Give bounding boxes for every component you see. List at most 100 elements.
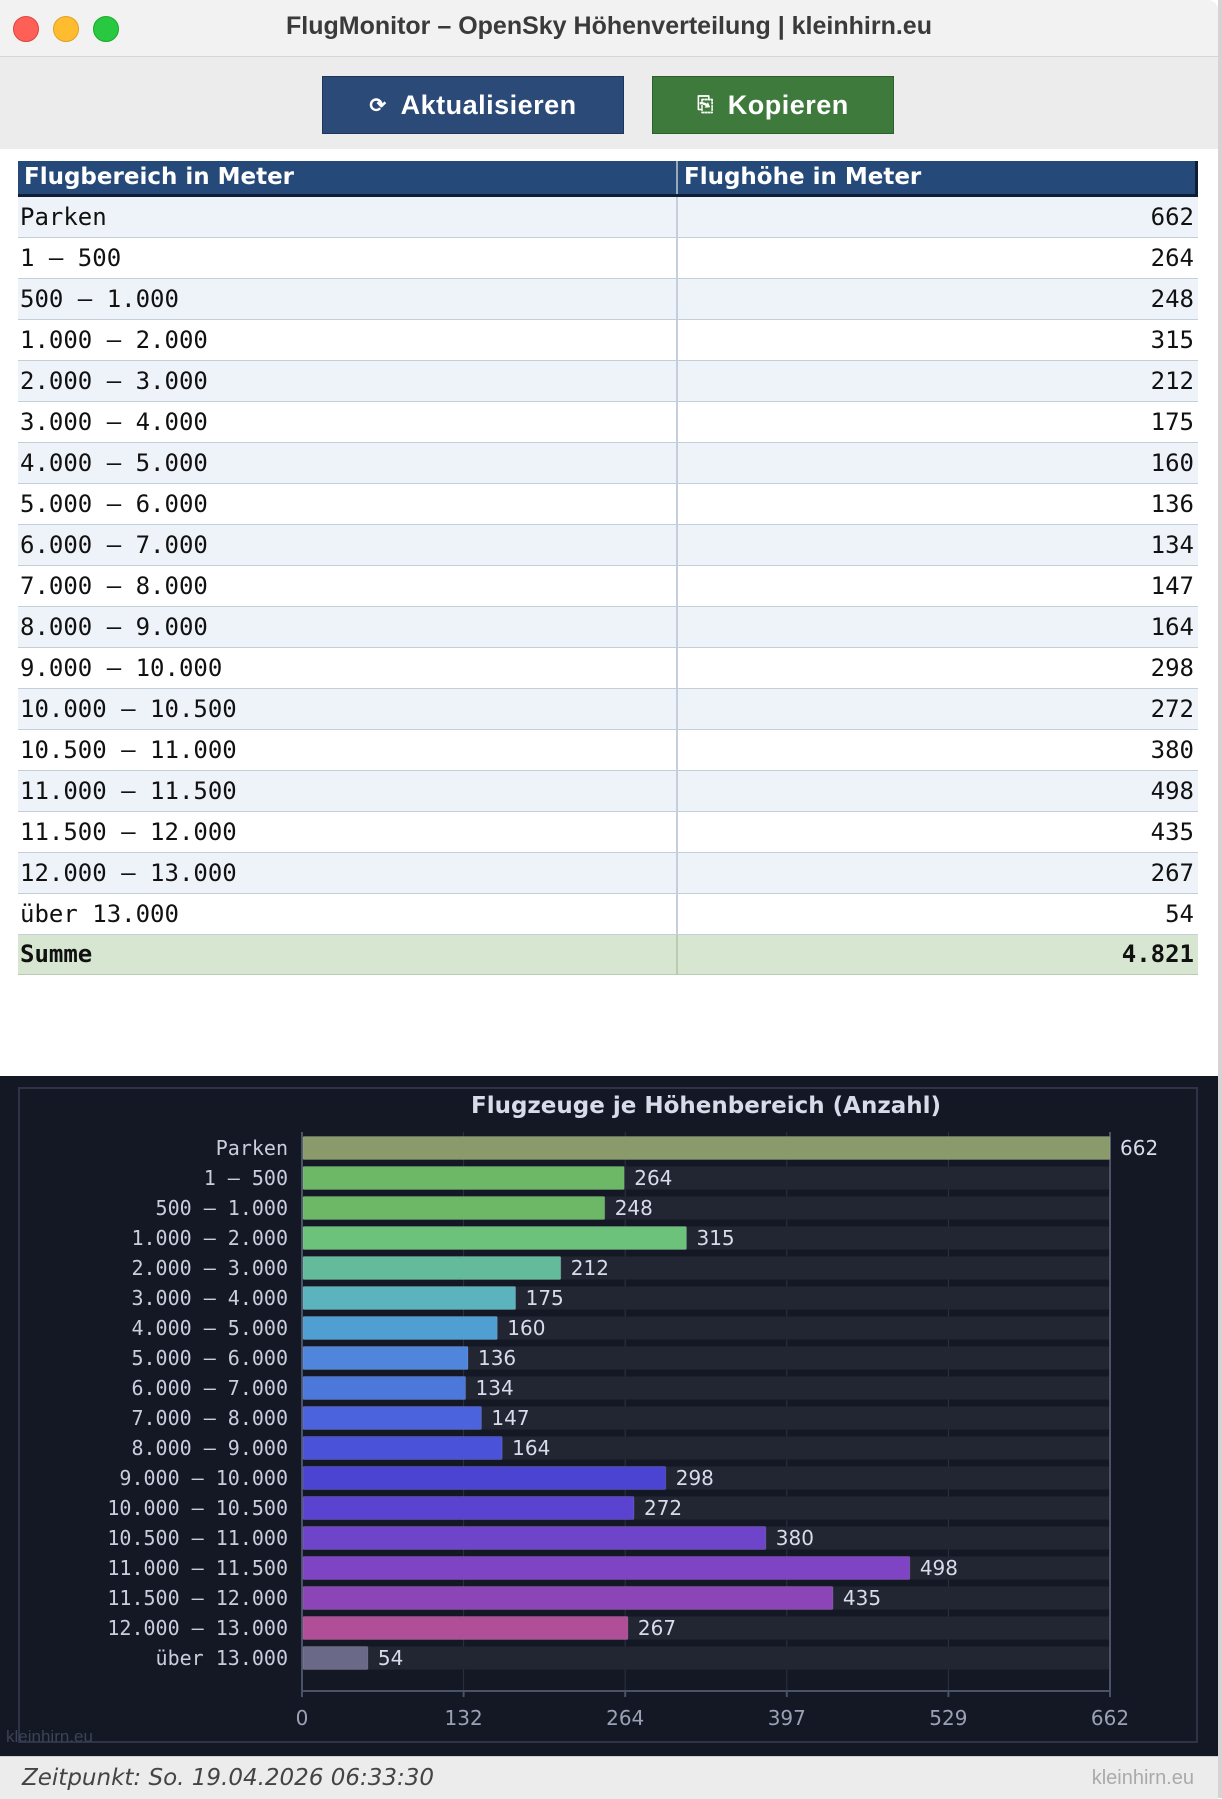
window-title: FlugMonitor – OpenSky Höhenverteilung | …	[286, 12, 932, 40]
bar-track	[303, 1406, 1109, 1430]
value-label: 147	[491, 1406, 529, 1430]
copy-icon: ⎘	[697, 93, 714, 116]
minimize-window-button[interactable]	[53, 16, 79, 42]
table-row[interactable]: 8.000 – 9.000 164	[18, 607, 1198, 648]
range-cell: 1 – 500	[18, 238, 678, 278]
category-label: 5.000 – 6.000	[131, 1346, 288, 1370]
table-row[interactable]: 10.500 – 11.000 380	[18, 730, 1198, 771]
value-label: 54	[378, 1646, 403, 1670]
status-watermark: kleinhirn.eu	[1091, 1767, 1194, 1789]
category-label: 1.000 – 2.000	[131, 1226, 288, 1250]
bar	[302, 1376, 467, 1400]
bar	[302, 1436, 503, 1460]
category-label: 9.000 – 10.000	[119, 1466, 288, 1490]
category-label: 3.000 – 4.000	[131, 1286, 288, 1310]
range-cell: 2.000 – 3.000	[18, 361, 678, 401]
bar	[302, 1406, 482, 1430]
close-window-button[interactable]	[13, 16, 39, 42]
value-cell: 147	[1150, 572, 1194, 600]
table-row[interactable]: 3.000 – 4.000 175	[18, 402, 1198, 443]
refresh-label: Aktualisieren	[400, 89, 577, 120]
value-cell: 160	[1150, 449, 1194, 477]
value-cell: 212	[1150, 367, 1194, 395]
table-row[interactable]: 1.000 – 2.000 315	[18, 320, 1198, 361]
table-row[interactable]: 6.000 – 7.000 134	[18, 525, 1198, 566]
table-row[interactable]: 11.500 – 12.000 435	[18, 812, 1198, 853]
value-label: 212	[571, 1256, 609, 1280]
bar	[302, 1136, 1111, 1160]
range-cell: 1.000 – 2.000	[18, 320, 678, 360]
category-label: 11.000 – 11.500	[107, 1556, 288, 1580]
bar	[302, 1526, 767, 1550]
value-cell: 267	[1150, 859, 1194, 887]
table-header: Flugbereich in Meter Flughöhe in Meter	[18, 161, 1198, 197]
range-cell: 8.000 – 9.000	[18, 607, 678, 647]
table-row[interactable]: über 13.000 54	[18, 894, 1198, 935]
chart-title: Flugzeuge je Höhenbereich (Anzahl)	[471, 1093, 941, 1119]
altitude-table: Flugbereich in Meter Flughöhe in Meter P…	[18, 161, 1198, 975]
range-cell: 12.000 – 13.000	[18, 853, 678, 893]
table-row[interactable]: 11.000 – 11.500 498	[18, 771, 1198, 812]
table-row[interactable]: 5.000 – 6.000 136	[18, 484, 1198, 525]
refresh-icon: ⟳	[369, 94, 387, 117]
sum-value: 4.821	[1121, 940, 1194, 968]
category-label: 12.000 – 13.000	[107, 1616, 288, 1640]
value-cell: 264	[1150, 244, 1194, 272]
range-cell: 9.000 – 10.000	[18, 648, 678, 688]
category-label: 8.000 – 9.000	[131, 1436, 288, 1460]
table-row[interactable]: 2.000 – 3.000 212	[18, 361, 1198, 402]
value-label: 315	[696, 1226, 734, 1250]
bar-track	[303, 1346, 1109, 1370]
category-label: 10.000 – 10.500	[107, 1496, 288, 1520]
x-tick-label: 132	[445, 1706, 483, 1730]
title-bar: FlugMonitor – OpenSky Höhenverteilung | …	[0, 0, 1218, 57]
value-cell: 175	[1150, 408, 1194, 436]
value-label: 267	[638, 1616, 676, 1640]
value-label: 160	[507, 1316, 545, 1340]
range-cell: 10.000 – 10.500	[18, 689, 678, 729]
sum-row: Summe 4.821	[18, 935, 1198, 975]
table-row[interactable]: Parken 662	[18, 197, 1198, 238]
category-label: 7.000 – 8.000	[131, 1406, 288, 1430]
table-row[interactable]: 12.000 – 13.000 267	[18, 853, 1198, 894]
table-row[interactable]: 4.000 – 5.000 160	[18, 443, 1198, 484]
bar-track	[303, 1436, 1109, 1460]
bar	[302, 1196, 606, 1220]
range-cell: 3.000 – 4.000	[18, 402, 678, 442]
copy-button[interactable]: ⎘ Kopieren	[652, 76, 894, 134]
range-cell: 10.500 – 11.000	[18, 730, 678, 770]
status-bar: Zeitpunkt: So. 19.04.2026 06:33:30 klein…	[0, 1756, 1218, 1799]
bar	[302, 1556, 911, 1580]
range-cell: 4.000 – 5.000	[18, 443, 678, 483]
value-cell: 248	[1150, 285, 1194, 313]
table-row[interactable]: 500 – 1.000 248	[18, 279, 1198, 320]
value-cell: 272	[1150, 695, 1194, 723]
range-cell: 7.000 – 8.000	[18, 566, 678, 606]
bar-track	[303, 1646, 1109, 1670]
column-header-range[interactable]: Flugbereich in Meter	[18, 161, 678, 194]
value-cell: 298	[1150, 654, 1194, 682]
value-cell: 134	[1150, 531, 1194, 559]
bar	[302, 1316, 498, 1340]
value-label: 248	[615, 1196, 653, 1220]
value-cell: 136	[1150, 490, 1194, 518]
bar	[302, 1646, 369, 1670]
table-row[interactable]: 7.000 – 8.000 147	[18, 566, 1198, 607]
table-row[interactable]: 10.000 – 10.500 272	[18, 689, 1198, 730]
range-cell: über 13.000	[18, 894, 678, 934]
column-header-value[interactable]: Flughöhe in Meter	[684, 164, 922, 190]
value-cell: 315	[1150, 326, 1194, 354]
refresh-button[interactable]: ⟳ Aktualisieren	[322, 76, 624, 134]
zoom-window-button[interactable]	[93, 16, 119, 42]
toolbar: ⟳ Aktualisieren ⎘ Kopieren	[0, 57, 1218, 149]
value-label: 298	[676, 1466, 714, 1490]
x-tick-label: 397	[768, 1706, 806, 1730]
value-label: 380	[776, 1526, 814, 1550]
range-cell: 500 – 1.000	[18, 279, 678, 319]
value-cell: 435	[1150, 818, 1194, 846]
bar	[302, 1466, 667, 1490]
category-label: 10.500 – 11.000	[107, 1526, 288, 1550]
table-row[interactable]: 1 – 500 264	[18, 238, 1198, 279]
x-tick-label: 0	[296, 1706, 309, 1730]
table-row[interactable]: 9.000 – 10.000 298	[18, 648, 1198, 689]
